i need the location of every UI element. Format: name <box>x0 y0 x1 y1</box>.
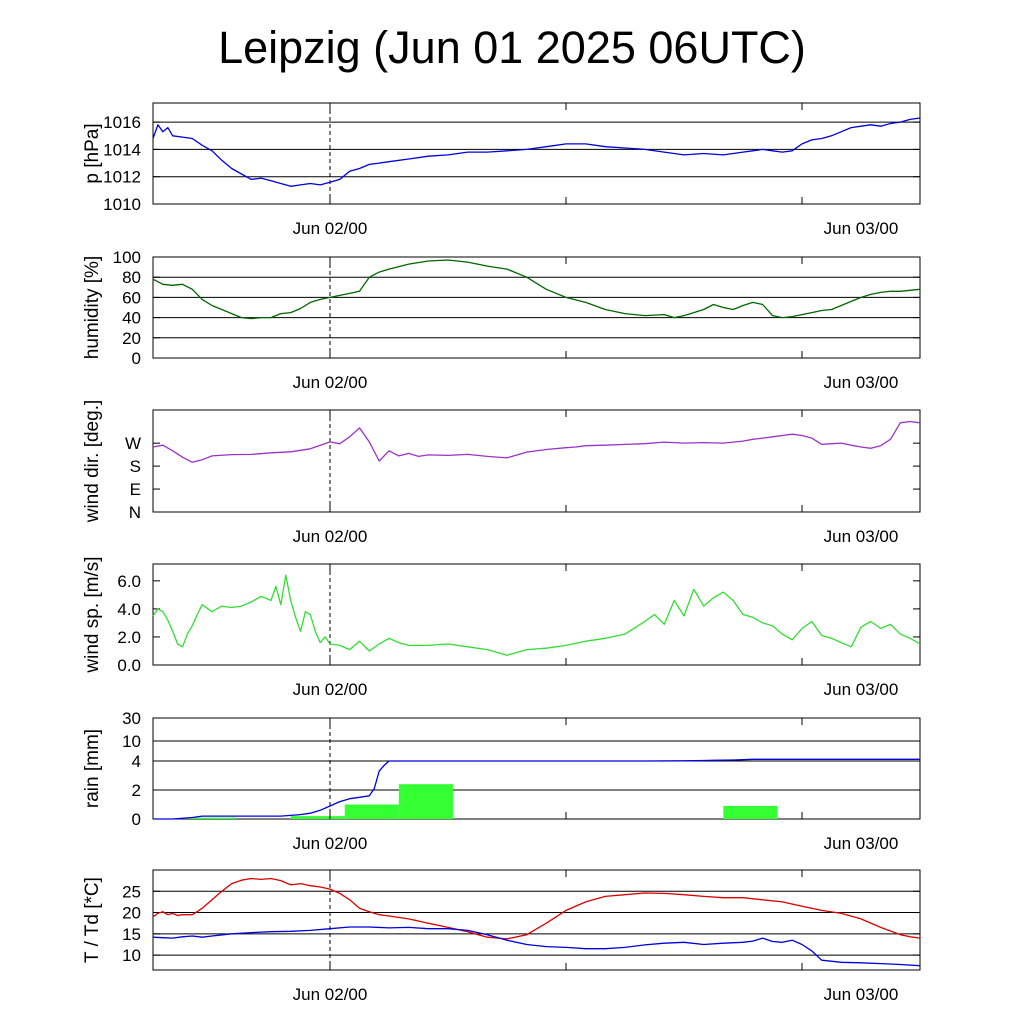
rain-bar <box>344 804 399 819</box>
series-line-1 <box>152 420 921 463</box>
y-tick-label: 80 <box>122 268 141 287</box>
y-tick-label: S <box>130 457 141 476</box>
plot-frame <box>152 717 921 820</box>
plot-frame <box>152 409 921 513</box>
plot-frame <box>152 256 921 359</box>
series-line-1 <box>153 758 920 820</box>
y-tick-label: 1010 <box>103 195 141 214</box>
y-tick-label: 2.0 <box>117 628 141 647</box>
series-line-1 <box>152 259 921 320</box>
panel-4: 0.0 2.0 4.0 6.0 Jun 02/00 Jun 03/00 wind sp. [… <box>82 556 921 699</box>
rain-bar <box>290 816 345 819</box>
plot-frame <box>152 563 921 666</box>
rain-bar <box>398 784 453 819</box>
x-tick-label: Jun 02/00 <box>293 834 368 853</box>
y-tick-label: 2 <box>132 781 141 800</box>
y-tick-label: 1016 <box>103 113 141 132</box>
y-tick-label: 60 <box>122 288 141 307</box>
y-tick-label: 10 <box>122 732 141 751</box>
y-axis-label: humidity [%] <box>82 256 103 359</box>
y-tick-label: 1014 <box>103 140 141 159</box>
y-tick-label: 0 <box>132 349 141 368</box>
x-tick-label: Jun 02/00 <box>293 985 368 1004</box>
rain-bar <box>723 805 778 819</box>
y-tick-label: N <box>129 503 141 522</box>
panel-6: 10 15 20 25 Jun 02/00 Jun 03/00 T / Td [*C] <box>82 869 921 1004</box>
y-axis-label: p [hPa] <box>82 123 103 183</box>
y-tick-label: 20 <box>122 329 141 348</box>
x-tick-label: Jun 02/00 <box>293 219 368 238</box>
y-axis-label: wind dir. [deg.] <box>82 400 103 524</box>
y-tick-label: 40 <box>122 309 141 328</box>
y-tick-label: 4 <box>132 752 141 771</box>
y-tick-label: 20 <box>122 904 141 923</box>
x-tick-label: Jun 03/00 <box>824 834 899 853</box>
y-tick-label: 0.0 <box>117 656 141 675</box>
y-axis-label: wind sp. [m/s] <box>82 556 103 673</box>
series-line-1 <box>152 117 921 187</box>
y-tick-label: 4.0 <box>117 600 141 619</box>
x-tick-label: Jun 03/00 <box>824 219 899 238</box>
x-tick-label: Jun 03/00 <box>824 373 899 392</box>
y-tick-label: 100 <box>113 248 141 267</box>
series-line-1 <box>152 877 921 940</box>
y-axis-label: rain [mm] <box>82 729 103 808</box>
plot-frame <box>152 869 921 971</box>
x-tick-label: Jun 02/00 <box>293 373 368 392</box>
y-axis-label: T / Td [*C] <box>82 877 103 963</box>
y-tick-label: W <box>125 434 141 453</box>
y-tick-label: 30 <box>122 709 141 728</box>
series-line-1 <box>152 574 921 656</box>
series-line-2 <box>152 926 921 967</box>
panel-1: 1010 1012 1014 1016 Jun 02/00 Jun 03/00 p [hPa… <box>82 102 921 238</box>
x-tick-label: Jun 03/00 <box>824 985 899 1004</box>
chart-title: Leipzig (Jun 01 2025 06UTC) <box>218 22 806 73</box>
x-tick-label: Jun 03/00 <box>824 527 899 546</box>
x-tick-label: Jun 03/00 <box>824 680 899 699</box>
x-tick-label: Jun 02/00 <box>293 527 368 546</box>
y-tick-label: 25 <box>122 882 141 901</box>
y-tick-label: 6.0 <box>117 572 141 591</box>
y-tick-label: 10 <box>122 946 141 965</box>
x-tick-label: Jun 02/00 <box>293 680 368 699</box>
y-tick-label: 15 <box>122 925 141 944</box>
panel-5: 0 2 410 30 Jun 02/00 Jun 03/00 rain [mm] <box>82 709 921 853</box>
rain-bar <box>182 817 237 819</box>
y-tick-label: E <box>130 480 141 499</box>
y-tick-label: 1012 <box>103 168 141 187</box>
plot-frame <box>152 102 921 205</box>
y-tick-label: 0 <box>132 810 141 829</box>
